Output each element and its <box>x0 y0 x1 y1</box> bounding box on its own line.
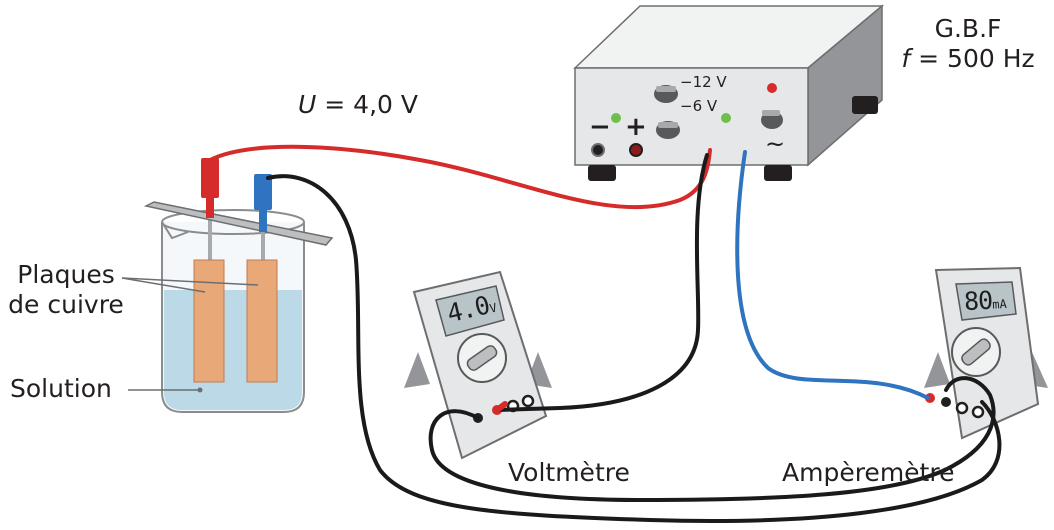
generator-foot-left <box>588 165 616 181</box>
solution <box>164 290 302 410</box>
green-led-left <box>611 113 621 123</box>
terminal-minus-socket[interactable] <box>591 143 605 157</box>
voltage-label: U = 4,0 V <box>298 90 418 120</box>
red-plug-pin <box>206 196 214 218</box>
blue-plug[interactable] <box>254 174 272 210</box>
frequency-label: f = 500 Hz <box>893 44 1043 74</box>
generator-foot-back <box>852 96 878 114</box>
voltage-var: U <box>298 90 317 119</box>
solution-label: Solution <box>10 374 112 403</box>
frequency-var: f <box>901 44 911 73</box>
black-wire-generator-to-voltmeter <box>495 153 709 412</box>
ammeter-socket-com[interactable] <box>941 397 951 407</box>
ammeter-lcd <box>955 281 1017 321</box>
voltmeter-lcd <box>435 285 505 337</box>
generator-foot-right <box>764 165 792 181</box>
black-wire-electrode-to-ammeter <box>266 174 1002 523</box>
black-wire-voltmeter-to-ammeter <box>428 376 996 502</box>
ammeter <box>924 266 1048 440</box>
terminal-minus-label: − <box>589 112 611 142</box>
voltmeter-socket-4[interactable] <box>521 394 535 408</box>
red-led <box>767 83 777 93</box>
terminal-plus-label: + <box>625 112 647 142</box>
blue-wire-generator-to-ammeter <box>735 150 930 400</box>
frequency-value: = 500 Hz <box>918 44 1035 73</box>
voltmeter-stand <box>404 352 430 388</box>
ammeter-reading: 80mA <box>963 285 1007 316</box>
copper-plate-left <box>193 259 225 383</box>
voltmeter-label: Voltmètre <box>508 458 630 487</box>
voltmeter-dial-knob <box>466 345 498 371</box>
blue-plug-pin <box>259 208 267 232</box>
red-wire-generator-to-electrode <box>208 144 712 210</box>
waveform-switch[interactable] <box>761 110 783 129</box>
ammeter-unit: mA <box>991 296 1008 312</box>
ac-symbol: ~ <box>765 130 786 158</box>
generator <box>573 4 885 181</box>
ammeter-label: Ampèremètre <box>782 458 955 487</box>
red-wire-voltmeter-lead <box>494 401 508 413</box>
generator-label: G.B.F f = 500 Hz <box>893 14 1043 74</box>
green-led-right <box>721 113 731 123</box>
ammeter-socket-3[interactable] <box>955 401 969 415</box>
ammeter-dial-knob <box>961 338 991 366</box>
terminal-plus-socket[interactable] <box>629 143 643 157</box>
generator-name: G.B.F <box>934 14 1002 43</box>
plates-label-line1: Plaques <box>17 260 115 289</box>
ammeter-value: 80 <box>963 285 993 317</box>
voltmeter <box>404 270 552 460</box>
ammeter-stand <box>924 352 950 388</box>
range-low-label: −6 V <box>680 97 718 115</box>
range-switch-6v[interactable] <box>656 121 680 139</box>
range-high-label: −12 V <box>680 73 727 91</box>
range-switch-12v[interactable] <box>654 85 678 103</box>
plates-label: Plaques de cuivre <box>0 260 132 320</box>
leader-lines <box>121 277 259 393</box>
copper-plate-right <box>246 259 278 383</box>
ammeter-socket-4[interactable] <box>971 405 985 419</box>
beaker <box>143 158 334 413</box>
voltage-value: = 4,0 V <box>324 90 418 119</box>
red-plug[interactable] <box>201 158 219 198</box>
beaker-spout <box>161 221 189 240</box>
plates-label-line2: de cuivre <box>8 290 124 319</box>
